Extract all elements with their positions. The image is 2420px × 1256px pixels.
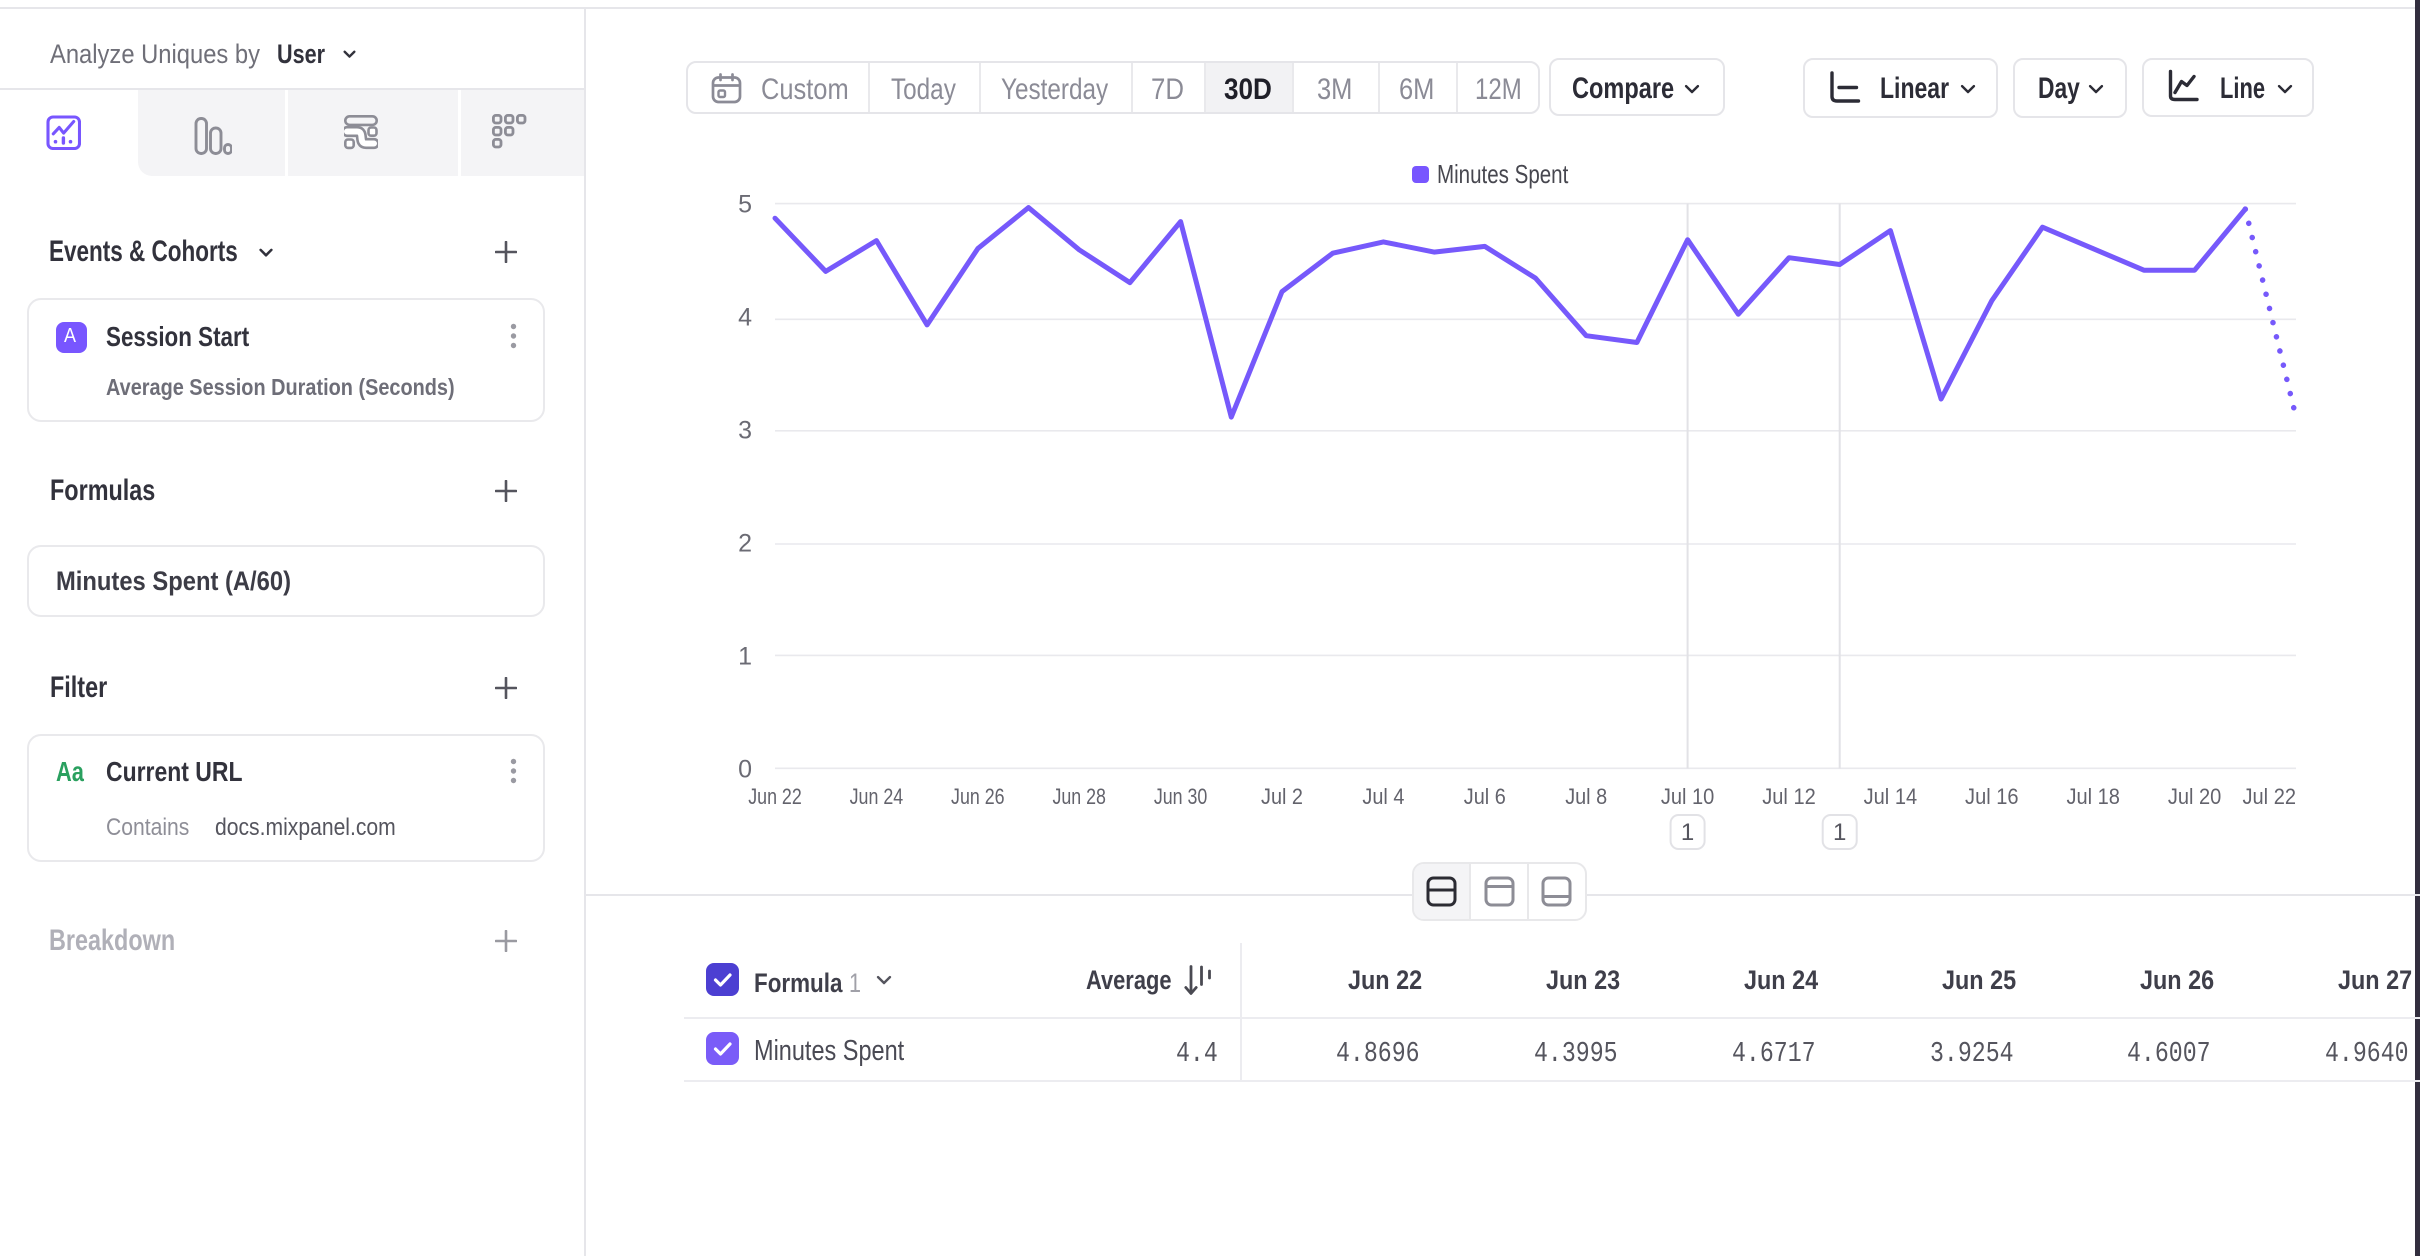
svg-text:1: 1 <box>1681 819 1694 846</box>
svg-text:Jul 12: Jul 12 <box>1762 784 1816 809</box>
svg-text:Jul 18: Jul 18 <box>2066 784 2120 809</box>
svg-text:Jul 2: Jul 2 <box>1261 784 1303 809</box>
svg-text:3: 3 <box>738 417 752 445</box>
svg-text:Jun 24: Jun 24 <box>850 784 904 809</box>
svg-text:1: 1 <box>1833 819 1846 846</box>
svg-text:Jul 6: Jul 6 <box>1464 784 1506 809</box>
svg-text:Jul 8: Jul 8 <box>1565 784 1607 809</box>
svg-text:Jul 10: Jul 10 <box>1661 784 1715 809</box>
svg-text:0: 0 <box>738 756 752 784</box>
svg-text:Jul 16: Jul 16 <box>1965 784 2019 809</box>
svg-text:1: 1 <box>738 643 752 671</box>
svg-text:4: 4 <box>738 304 752 332</box>
svg-text:Jul 20: Jul 20 <box>2168 784 2222 809</box>
svg-text:Jun 30: Jun 30 <box>1154 784 1208 809</box>
svg-text:5: 5 <box>738 191 752 219</box>
svg-text:Jun 26: Jun 26 <box>951 784 1005 809</box>
svg-text:Jul 4: Jul 4 <box>1362 784 1404 809</box>
svg-text:Jul 22: Jul 22 <box>2243 784 2297 809</box>
svg-text:2: 2 <box>738 530 752 558</box>
svg-text:Jun 28: Jun 28 <box>1052 784 1106 809</box>
svg-text:Jun 22: Jun 22 <box>748 784 802 809</box>
svg-text:Jul 14: Jul 14 <box>1864 784 1918 809</box>
